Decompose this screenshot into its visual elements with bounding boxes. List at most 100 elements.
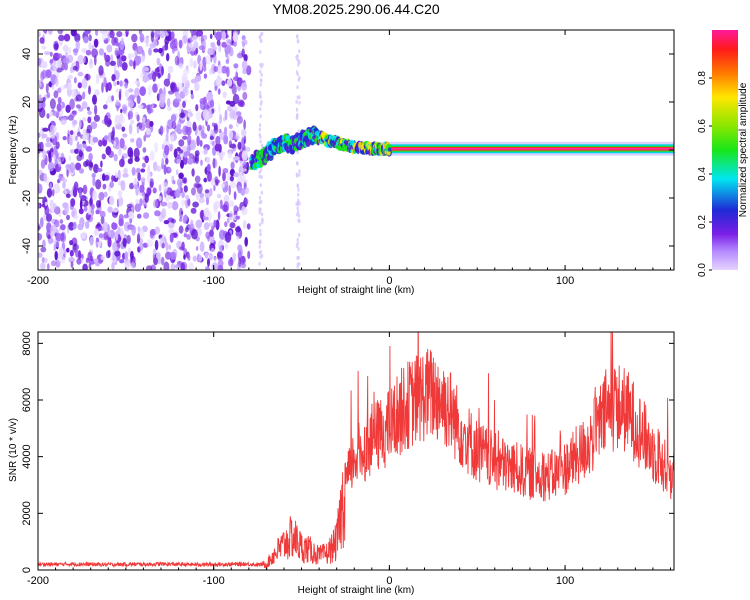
noise-blob	[206, 124, 211, 132]
noise-blob	[181, 191, 185, 199]
noise-blob	[98, 48, 104, 56]
signal-band-peak	[371, 148, 674, 150]
noise-blob	[99, 210, 106, 219]
noise-blob	[141, 116, 146, 123]
noise-blob	[46, 137, 51, 143]
striation-dot	[259, 91, 262, 95]
noise-blob	[149, 150, 155, 161]
noise-blob	[214, 143, 220, 152]
striation-dot	[297, 213, 301, 218]
noise-blob	[203, 207, 210, 217]
noise-blob	[215, 219, 220, 231]
noise-blob	[205, 266, 210, 270]
noise-blob	[168, 167, 172, 172]
noise-blob	[148, 47, 152, 56]
noise-blob	[103, 52, 107, 59]
noise-blob	[183, 214, 188, 222]
noise-blob	[103, 104, 108, 110]
noise-blob	[163, 78, 171, 87]
noise-blob	[237, 250, 242, 261]
noise-blob	[187, 134, 192, 146]
noise-blob	[195, 104, 199, 112]
noise-blob	[178, 149, 184, 154]
noise-blob	[205, 156, 211, 164]
noise-blob	[45, 69, 52, 79]
noise-blob	[64, 204, 69, 215]
noise-blob	[183, 68, 190, 75]
noise-blob	[115, 42, 120, 47]
noise-blob	[167, 106, 172, 112]
striation-dot	[296, 237, 299, 242]
striation-dot	[298, 100, 301, 105]
noise-blob	[223, 134, 229, 145]
noise-blob	[224, 231, 232, 243]
noise-blob	[103, 174, 110, 181]
noise-blob	[180, 262, 185, 270]
noise-blob	[122, 237, 127, 248]
striation-dot	[260, 190, 264, 195]
noise-blob	[168, 229, 175, 234]
noise-blob	[190, 30, 196, 35]
noise-blob	[55, 141, 60, 150]
noise-blob	[137, 55, 142, 65]
noise-blob	[72, 110, 78, 116]
signal-blob	[387, 147, 392, 152]
noise-blob	[187, 198, 191, 207]
noise-blob	[109, 30, 115, 39]
noise-blob	[58, 255, 66, 264]
noise-blob	[196, 30, 203, 37]
noise-blob	[207, 170, 212, 182]
noise-blob	[158, 47, 163, 54]
noise-blob	[53, 243, 56, 251]
noise-blob	[96, 222, 101, 228]
noise-blob	[78, 188, 82, 199]
noise-blob	[47, 161, 55, 172]
noise-blob	[196, 135, 200, 147]
noise-blob	[66, 247, 70, 253]
noise-blob	[88, 34, 92, 42]
noise-blob	[129, 150, 134, 161]
noise-blob	[123, 32, 126, 37]
noise-blob	[154, 226, 161, 235]
noise-blob	[224, 221, 228, 228]
noise-blob	[118, 91, 122, 101]
striation-dot	[296, 262, 299, 267]
striation-dot	[260, 31, 264, 36]
striation-dot	[296, 85, 299, 90]
noise-blob	[227, 150, 233, 159]
noise-blob	[229, 200, 235, 207]
colorbar-tick-label: 0.4	[697, 167, 708, 181]
noise-blob	[222, 168, 229, 174]
noise-blob	[145, 118, 151, 129]
noise-blob	[75, 104, 81, 109]
noise-blob	[82, 91, 86, 100]
snr-line	[38, 332, 674, 570]
noise-blob	[51, 189, 55, 197]
noise-blob	[243, 54, 248, 62]
noise-blob	[229, 222, 236, 229]
noise-blob	[41, 133, 48, 138]
striation-dot	[259, 62, 262, 67]
noise-blob	[79, 198, 83, 210]
noise-blob	[57, 179, 60, 184]
noise-blob	[209, 33, 213, 40]
noise-blob	[151, 103, 154, 110]
striation-dot	[296, 72, 299, 77]
noise-blob	[42, 150, 47, 160]
noise-blob	[78, 250, 82, 260]
noise-blob	[55, 260, 61, 268]
noise-blob	[192, 201, 199, 208]
noise-blob	[58, 158, 62, 168]
noise-blob	[166, 124, 169, 135]
noise-blob	[182, 125, 189, 136]
noise-blob	[122, 173, 129, 178]
noise-blob	[161, 208, 167, 219]
noise-blob	[118, 196, 124, 207]
noise-blob	[232, 32, 239, 43]
noise-blob	[89, 236, 94, 246]
noise-blob	[101, 82, 104, 93]
noise-blob	[107, 82, 112, 91]
noise-blob	[242, 68, 247, 75]
noise-blob	[46, 188, 53, 198]
